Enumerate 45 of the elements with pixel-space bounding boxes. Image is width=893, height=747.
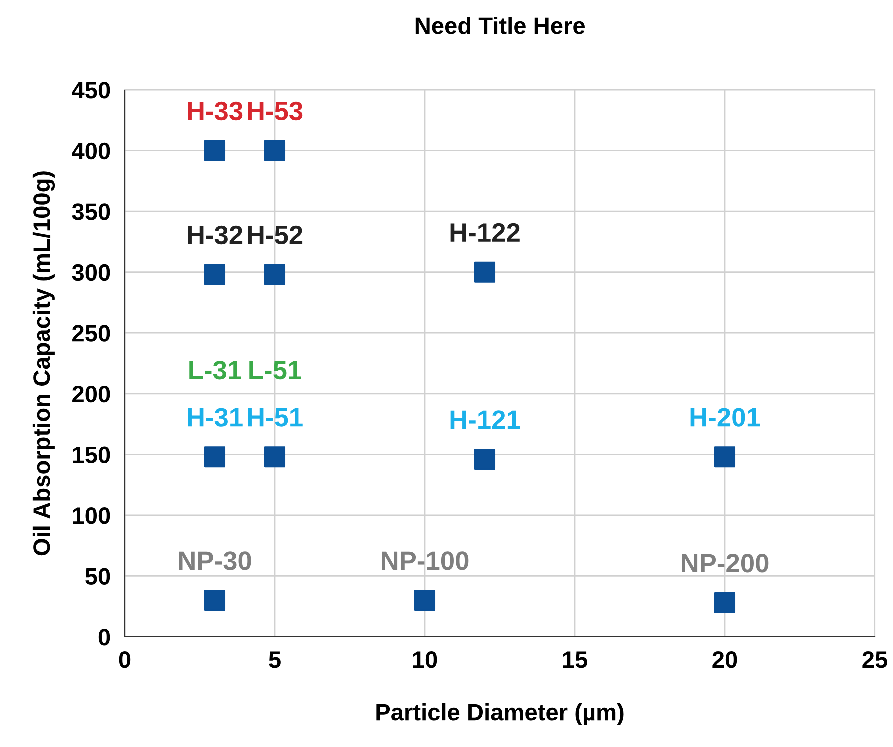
point [414, 590, 436, 612]
x-tick-label: 5 [269, 652, 281, 668]
data-label: NP-100 [382, 552, 469, 570]
y-tick-label: 300 [72, 264, 110, 282]
data-label: H-51 [248, 408, 303, 427]
y-tick-label: 400 [72, 142, 110, 160]
point [264, 140, 286, 162]
y-tick-label: 100 [73, 508, 110, 524]
data-label: H-53 [248, 102, 303, 121]
x-tick-label: 10 [413, 652, 438, 668]
data-label: NP-200 [682, 554, 769, 573]
data-label: H-33 [188, 102, 243, 121]
x-tick-label: 25 [862, 652, 888, 668]
point [204, 264, 226, 286]
y-tick-label: 450 [72, 82, 110, 99]
point [264, 446, 286, 468]
point [204, 590, 226, 612]
y-tick-label: 200 [72, 386, 110, 403]
data-label: H-122 [450, 223, 520, 242]
y-tick-label: 350 [72, 204, 110, 220]
point [204, 446, 226, 468]
x-axis-title: Particle Diameter (µm) [376, 703, 624, 726]
data-label: H-121 [450, 410, 520, 430]
y-axis-title: Oil Absorption Capacity (mL/100g) [32, 172, 56, 556]
y-tick-label: 250 [72, 325, 110, 342]
point [474, 262, 496, 283]
annotation: L-31 [190, 360, 242, 380]
x-tick-label: 20 [712, 652, 738, 668]
point [264, 264, 286, 286]
annotation: L-51 [250, 361, 302, 380]
x-tick-label: 15 [563, 652, 588, 668]
point [204, 140, 226, 162]
chart-title: Need Title Here [416, 16, 586, 34]
data-label: H-52 [248, 226, 303, 245]
data-label: H-201 [690, 408, 760, 427]
y-tick-label: 0 [98, 629, 110, 646]
y-tick-label: 150 [73, 446, 110, 464]
point [714, 592, 736, 614]
data-label: NP-30 [179, 552, 252, 570]
y-tick-label: 50 [86, 568, 110, 586]
data-label: H-32 [188, 226, 243, 245]
point [474, 449, 496, 470]
point [714, 446, 736, 468]
x-tick-label: 0 [119, 652, 131, 668]
data-label: H-31 [188, 408, 243, 427]
